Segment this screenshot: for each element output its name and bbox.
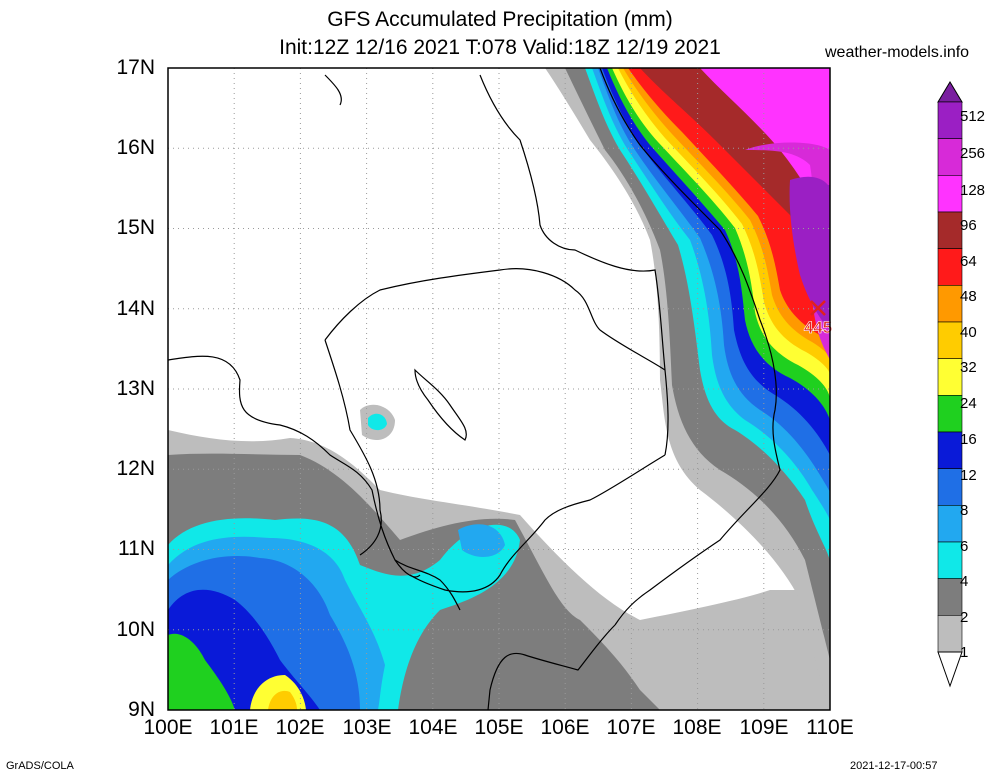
legend-label-16: 16 (960, 431, 977, 448)
legend-label-96: 96 (960, 217, 977, 234)
legend-label-4: 4 (960, 573, 969, 590)
legend-colorbar (937, 81, 963, 688)
map-subtitle: Init:12Z 12/16 2021 T:078 Valid:18Z 12/1… (279, 36, 721, 59)
legend-label-12: 12 (960, 467, 977, 484)
precip-blob-cyan (368, 413, 387, 431)
gulf-coast-cambodia (394, 559, 461, 611)
legend-top-arrow (937, 81, 963, 103)
precip-west-green (168, 633, 235, 710)
grads-credit: GrADS/COLA (6, 760, 74, 772)
lat-label-11: 11N (118, 537, 155, 560)
lon-label-110: 110E (806, 716, 854, 739)
tonle-sap (414, 368, 467, 441)
legend-label-2: 2 (960, 609, 969, 626)
precip-blob-east-cyan (458, 524, 505, 557)
lon-label-102: 102E (275, 716, 325, 739)
lon-label-100: 100E (143, 716, 193, 739)
legend-swatch (937, 248, 963, 286)
precip-coast-pink (745, 142, 830, 360)
legend-label-1: 1 (960, 644, 969, 661)
legend-swatch (937, 578, 963, 616)
legend-swatch (937, 138, 963, 176)
legend-swatch (937, 468, 963, 506)
max-marker-value: 445 (804, 318, 832, 337)
max-precip-marker: 445 (804, 300, 832, 337)
laos-north-border (324, 74, 342, 106)
map-title: GFS Accumulated Precipitation (mm) (327, 8, 673, 31)
cambodia-border (324, 268, 666, 371)
legend-swatch (937, 285, 963, 323)
precip-coast-purple (789, 176, 830, 330)
lat-label-13: 13N (116, 377, 155, 400)
lon-label-104: 104E (408, 716, 458, 739)
generation-timestamp: 2021-12-17-00:57 (850, 760, 938, 772)
lon-label-109: 109E (739, 716, 789, 739)
mekong-delta-coast (487, 624, 616, 711)
lon-label-103: 103E (342, 716, 392, 739)
coastlines-borders (167, 67, 781, 711)
lat-label-15: 15N (116, 216, 155, 239)
legend-swatch (937, 541, 963, 579)
lon-label-105: 105E (474, 716, 524, 739)
thailand-cambodia-border (324, 339, 382, 556)
legend-label-256: 256 (960, 145, 986, 162)
legend-swatch (937, 321, 963, 359)
lat-label-14: 14N (116, 297, 155, 320)
lon-label-101: 101E (209, 716, 259, 739)
legend-swatch (937, 615, 963, 653)
legend-label-512: 512 (960, 108, 986, 125)
legend-bottom-arrow (937, 651, 963, 688)
max-marker-x-icon (810, 300, 826, 316)
legend-label-40: 40 (960, 324, 977, 341)
lon-label-107: 107E (606, 716, 656, 739)
map-frame (167, 67, 831, 711)
legend-swatch (937, 101, 963, 139)
legend-swatch (937, 431, 963, 469)
lat-label-9: 9N (128, 698, 155, 721)
legend-label-64: 64 (960, 253, 977, 270)
thai-coast (167, 355, 421, 578)
lat-label-16: 16N (116, 136, 155, 159)
site-credit: weather-models.info (825, 44, 970, 61)
graticule (168, 68, 830, 710)
precip-fields (168, 68, 830, 710)
legend-label-6: 6 (960, 538, 969, 555)
legend-label-128: 128 (960, 182, 986, 199)
precip-west-gold (268, 690, 297, 710)
legend-swatch (937, 395, 963, 433)
legend-label-32: 32 (960, 359, 977, 376)
vietnam-coastline (599, 67, 781, 626)
lon-label-106: 106E (540, 716, 590, 739)
legend-label-24: 24 (960, 395, 977, 412)
legend-swatch (937, 505, 963, 543)
lat-label-17: 17N (116, 56, 155, 79)
legend-swatch (937, 358, 963, 396)
lon-label-108: 108E (672, 716, 722, 739)
precip-coast-magenta (700, 68, 830, 235)
legend-swatch (937, 211, 963, 249)
cambodia-vietnam-border (409, 454, 666, 593)
legend-swatch (937, 175, 963, 213)
legend-label-8: 8 (960, 502, 969, 519)
laos-vietnam-border (479, 74, 669, 456)
lat-label-10: 10N (116, 618, 155, 641)
legend-label-48: 48 (960, 288, 977, 305)
lat-label-12: 12N (116, 457, 155, 480)
